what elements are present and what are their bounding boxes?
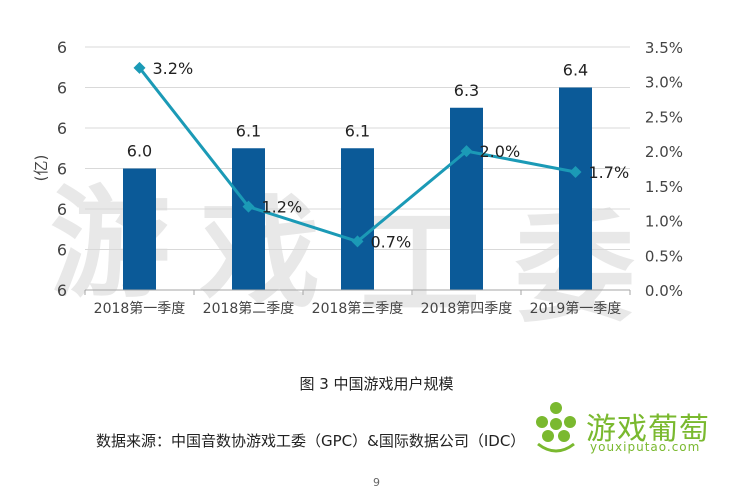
axes: 6 6 6 6 6 6 6 0.0% 0.5% 1.0% 1.5% 2.0% 2.5% 3.0% 3.5% 2…: [32, 38, 683, 317]
logo-text-en: youxiputao.com: [590, 440, 701, 454]
bar-value-label: 6.1: [236, 121, 261, 140]
line-point: [569, 165, 582, 178]
bar-series: 6.0 6.1 6.1 6.3 6.4: [123, 61, 592, 290]
y-axis-title: (亿): [32, 155, 50, 182]
line-value-label: 3.2%: [153, 59, 194, 78]
right-tick-label: 0.5%: [645, 247, 683, 265]
x-tick-label: 2018第三季度: [312, 300, 404, 317]
left-tick-label: 6: [57, 79, 67, 98]
right-tick-label: 3.5%: [645, 39, 683, 57]
line-point: [133, 61, 146, 74]
chart: 游戏工委 6.06.16.16.36.4 3.2%1.2%0.7%2.0%1.7…: [32, 38, 683, 339]
bar: [559, 87, 592, 290]
x-tick-label: 2018第二季度: [203, 300, 295, 317]
line-value-label: 2.0%: [480, 142, 521, 161]
bar-value-label: 6.0: [127, 142, 152, 161]
left-tick-label: 6: [57, 119, 67, 138]
grape-icon: [536, 402, 576, 453]
x-tick-label: 2018第一季度: [94, 300, 186, 317]
left-tick-label: 6: [57, 200, 67, 219]
data-source: 数据来源：中国音数协游戏工委（GPC）&国际数据公司（IDC）: [96, 432, 526, 450]
line-value-label: 1.7%: [589, 163, 630, 182]
left-tick-label: 6: [57, 38, 67, 57]
line-point: [242, 200, 255, 213]
bar-value-label: 6.4: [563, 61, 588, 80]
right-tick-label: 1.0%: [645, 213, 683, 231]
bar-value-label: 6.1: [345, 121, 370, 140]
line-value-label: 0.7%: [371, 232, 412, 251]
right-tick-label: 1.5%: [645, 178, 683, 196]
youxiputao-logo[interactable]: 游戏葡萄 youxiputao.com: [528, 400, 743, 462]
left-tick-label: 6: [57, 160, 67, 179]
right-tick-label: 2.5%: [645, 108, 683, 126]
figure-caption: 图 3 中国游戏用户规模: [299, 375, 454, 393]
logo-text-cn: 游戏葡萄: [586, 412, 710, 447]
x-tick-label: 2019第一季度: [530, 300, 622, 317]
x-tick-label: 2018第四季度: [421, 300, 513, 317]
bar: [450, 107, 483, 290]
bar: [341, 148, 374, 290]
line-point: [351, 235, 364, 248]
line-value-label: 1.2%: [262, 198, 303, 217]
right-tick-label: 2.0%: [645, 143, 683, 161]
left-tick-label: 6: [57, 241, 67, 260]
page-number: 9: [373, 476, 380, 489]
line-series: 3.2% 1.2% 0.7% 2.0% 1.7%: [133, 59, 630, 251]
bar: [123, 168, 156, 290]
right-tick-label: 3.0%: [645, 74, 683, 92]
bar: [232, 148, 265, 290]
left-tick-label: 6: [57, 281, 67, 300]
right-tick-label: 0.0%: [645, 282, 683, 300]
line-point: [460, 145, 473, 158]
bar-value-label: 6.3: [454, 81, 479, 100]
